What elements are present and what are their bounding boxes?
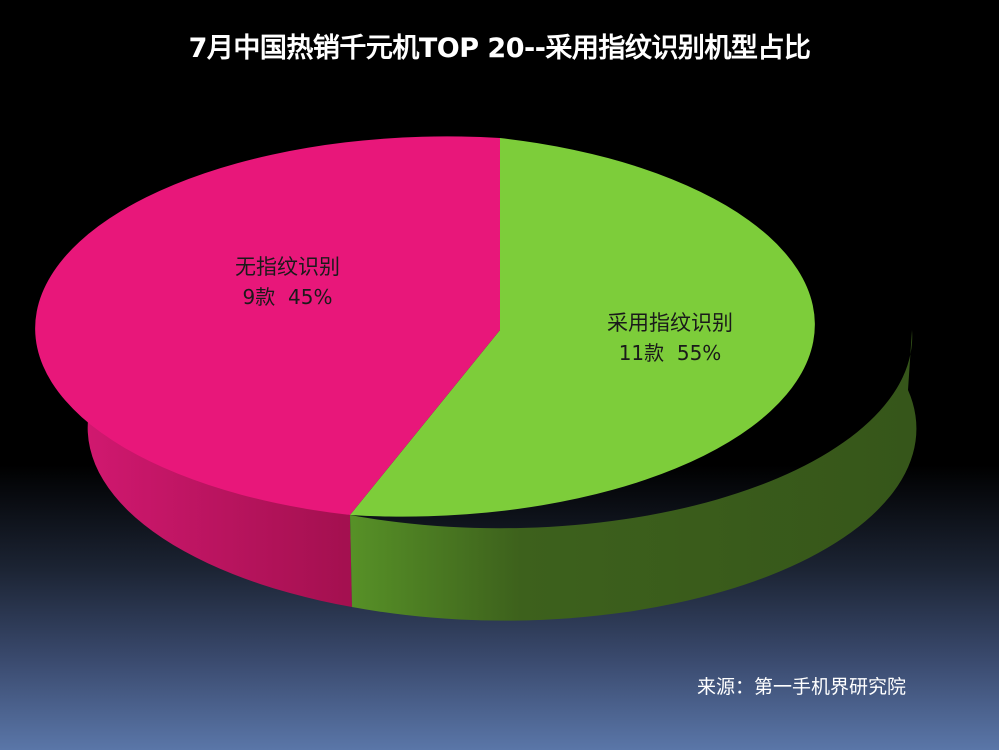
slice-side-no-fingerprint — [87, 330, 353, 607]
label-name: 采用指纹识别 — [607, 311, 733, 335]
slice-fingerprint[interactable] — [350, 138, 815, 517]
slice-side-fingerprint — [350, 330, 917, 621]
label-name: 无指纹识别 — [235, 255, 340, 279]
chart-title: 7月中国热销千元机TOP 20--采用指纹识别机型占比 — [188, 33, 811, 64]
label-no-fingerprint: 无指纹识别 9款 45% — [200, 252, 375, 312]
label-pct: 55% — [676, 341, 722, 365]
label-count: 9款 — [242, 285, 276, 309]
label-pct: 45% — [288, 285, 333, 309]
slice-no-fingerprint[interactable] — [35, 136, 501, 515]
label-count: 11款 — [618, 341, 665, 365]
label-fingerprint: 采用指纹识别 11款 55% — [575, 308, 765, 368]
source-note: 来源：第一手机界研究院 — [697, 676, 907, 698]
